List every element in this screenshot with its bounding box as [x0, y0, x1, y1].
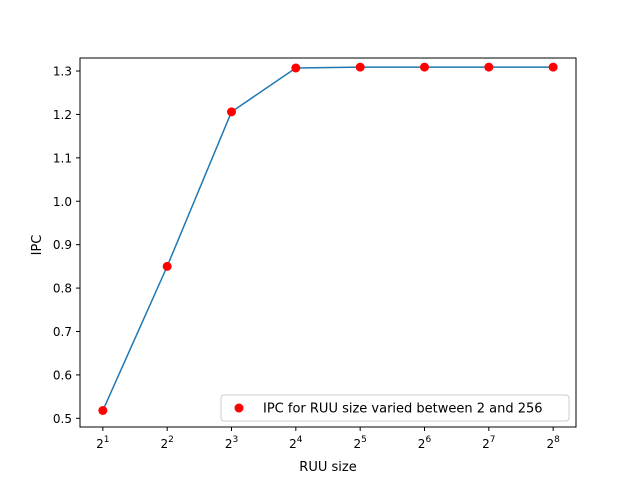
- y-tick-label: 0.5: [53, 412, 72, 426]
- data-point: [548, 62, 558, 72]
- y-axis-label: IPC: [30, 235, 45, 256]
- y-tick-label: 1.1: [53, 151, 72, 165]
- x-axis-label: RUU size: [299, 460, 356, 475]
- y-tick-label: 0.9: [53, 238, 72, 252]
- data-point: [484, 62, 494, 72]
- plot-area: [79, 57, 577, 428]
- x-axis-ticks: 21 22 23 24 25 26 27 28: [96, 427, 560, 451]
- legend: IPC for RUU size varied between 2 and 25…: [220, 394, 570, 422]
- data-point: [227, 107, 236, 117]
- data-point: [420, 62, 429, 72]
- legend-box: [220, 394, 570, 422]
- legend-label: IPC for RUU size varied between 2 and 25…: [263, 402, 543, 417]
- y-tick-label: 0.6: [53, 368, 72, 382]
- x-tick-label: 27: [482, 435, 495, 451]
- y-tick-label: 0.7: [53, 325, 72, 339]
- x-tick-label: 22: [160, 435, 173, 451]
- x-tick-label: 28: [546, 435, 560, 451]
- x-tick-label: 24: [289, 435, 303, 451]
- data-point: [355, 62, 365, 72]
- y-tick-label: 1.3: [53, 65, 72, 79]
- legend-marker: [234, 403, 244, 413]
- series-line: [102, 66, 554, 411]
- data-point: [291, 63, 301, 73]
- x-tick-label: 25: [353, 435, 366, 451]
- y-tick-label: 0.8: [53, 282, 72, 296]
- y-axis-ticks: 0.5 0.6 0.7 0.8 0.9 1.0 1.1 1.2 1.3: [53, 65, 80, 426]
- y-tick-label: 1.2: [53, 108, 72, 122]
- y-tick-label: 1.0: [53, 195, 72, 209]
- x-tick-label: 23: [225, 435, 238, 451]
- data-point: [98, 406, 108, 415]
- axes-frame: [79, 57, 577, 428]
- x-tick-label: 21: [96, 435, 109, 451]
- data-point: [162, 261, 172, 271]
- x-tick-label: 26: [418, 435, 432, 451]
